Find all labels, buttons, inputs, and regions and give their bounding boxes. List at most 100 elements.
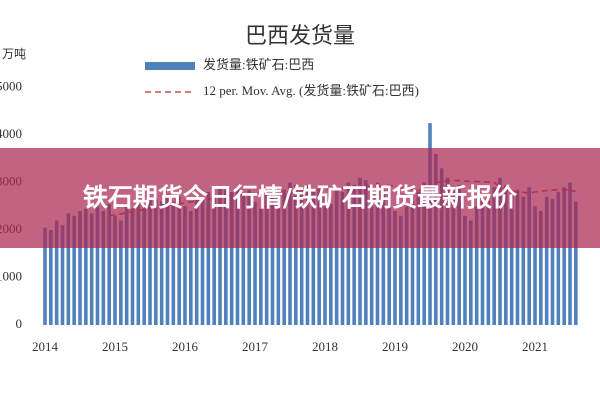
bar [206, 192, 211, 325]
bar [60, 225, 65, 325]
bar [194, 196, 199, 325]
bar [352, 184, 356, 325]
x-tick-label: 2021 [522, 339, 548, 354]
bar [200, 199, 205, 325]
bar [177, 196, 181, 325]
y-tick-label: 5000 [0, 78, 22, 93]
bar [154, 199, 158, 325]
bar [544, 196, 549, 325]
bar [317, 187, 321, 325]
bar [247, 189, 251, 325]
bar [340, 192, 345, 325]
bar [346, 182, 351, 325]
banner: 铁石期货今日行情/铁矿石期货最新报价 [0, 148, 600, 248]
y-unit: 万吨 [2, 47, 26, 61]
bar [299, 189, 304, 325]
bar [404, 206, 409, 325]
x-tick-label: 2016 [172, 339, 199, 354]
bar [101, 211, 106, 325]
bar [171, 201, 176, 325]
bar [270, 196, 275, 325]
bar [189, 211, 193, 325]
bar [556, 192, 561, 325]
bar [469, 220, 473, 325]
bar [235, 187, 240, 325]
bar [509, 192, 514, 325]
bar [445, 177, 450, 325]
bar [84, 208, 88, 325]
x-tick-label: 2017 [242, 339, 269, 354]
bar [43, 227, 47, 325]
bar [282, 189, 286, 325]
bar [568, 182, 572, 325]
bar [492, 187, 496, 325]
bar [259, 208, 263, 325]
x-tick-label: 2019 [382, 339, 408, 354]
bar [574, 201, 578, 325]
bar [159, 201, 164, 325]
y-tick-label: 1000 [0, 268, 22, 283]
bar [364, 180, 368, 325]
bar [410, 201, 415, 325]
legend-label: 发货量:铁矿石:巴西 [203, 57, 314, 72]
bar [381, 189, 386, 325]
bar [375, 182, 380, 325]
bar [480, 201, 485, 325]
x-tick-label: 2015 [102, 339, 128, 354]
chart-title: 巴西发货量 [245, 23, 355, 48]
bar [527, 187, 531, 325]
bar [369, 187, 374, 325]
bar [399, 215, 403, 325]
bar [533, 206, 537, 325]
bar [486, 196, 491, 325]
x-tick-label: 2014 [32, 339, 59, 354]
bar [124, 206, 129, 325]
bar [311, 192, 316, 325]
x-tick-label: 2020 [452, 339, 478, 354]
bar [422, 182, 426, 325]
bar [229, 192, 234, 325]
x-tick-label: 2018 [312, 339, 338, 354]
bar [416, 192, 421, 325]
bar [294, 184, 298, 325]
bar [95, 206, 100, 325]
bar [457, 184, 461, 325]
bar [504, 184, 508, 325]
bar [498, 177, 502, 325]
bar [224, 189, 228, 325]
bar [387, 184, 391, 325]
bar [329, 203, 333, 325]
bar [562, 187, 566, 325]
bar [334, 189, 339, 325]
bar [107, 203, 111, 325]
bar [78, 211, 82, 325]
bar [49, 230, 53, 325]
bar [218, 187, 222, 325]
bar [136, 201, 141, 325]
bar [521, 196, 526, 325]
bar [130, 208, 135, 325]
bar [119, 220, 123, 325]
bar [276, 187, 281, 325]
y-tick-label: 0 [16, 316, 23, 331]
bar [451, 187, 456, 325]
bar [550, 199, 555, 325]
bar [253, 201, 257, 325]
bar [264, 194, 269, 325]
bar [288, 182, 292, 325]
bar [241, 194, 246, 325]
bar [54, 220, 59, 325]
bar [305, 184, 310, 325]
y-tick-label: 4000 [0, 126, 22, 141]
bar [212, 194, 216, 325]
banner-title: 铁石期货今日行情/铁矿石期货最新报价 [82, 183, 518, 212]
legend-swatch [145, 62, 195, 70]
bar [539, 211, 543, 325]
bar [113, 215, 117, 325]
legend-label: 12 per. Mov. Avg. (发货量:铁矿石:巴西) [203, 83, 419, 98]
bar [148, 196, 152, 325]
bar [515, 189, 520, 325]
bar [323, 196, 327, 325]
bar [463, 215, 467, 325]
bar [165, 194, 170, 325]
